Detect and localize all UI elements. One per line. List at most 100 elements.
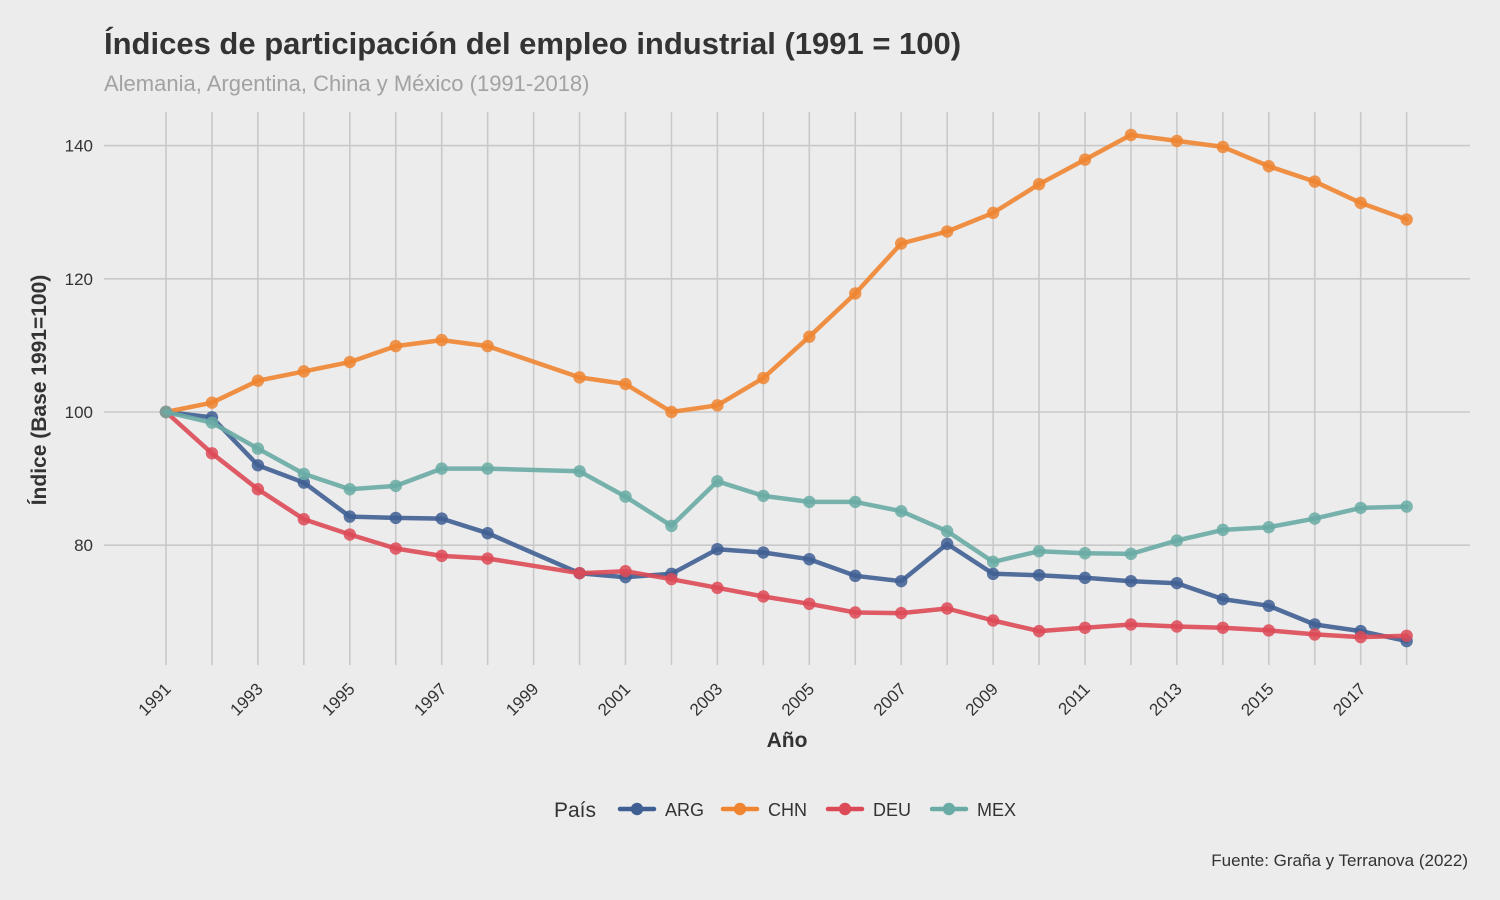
- data-point-mex: [1124, 547, 1138, 561]
- data-point-mex: [711, 475, 724, 488]
- data-point-mex: [1354, 501, 1367, 515]
- data-point-arg: [435, 512, 448, 525]
- data-point-deu: [435, 549, 448, 563]
- data-point-mex: [297, 467, 311, 481]
- data-point-chn: [1124, 128, 1138, 142]
- data-point-mex: [940, 525, 954, 538]
- legend-title: País: [554, 799, 596, 822]
- data-point-chn: [1400, 213, 1413, 226]
- series-line-chn: [163, 132, 1409, 415]
- data-point-mex: [251, 442, 265, 455]
- data-point-deu: [1354, 630, 1367, 644]
- x-axis-title: Año: [767, 729, 808, 752]
- data-point-arg: [895, 574, 908, 588]
- data-point-chn: [251, 374, 265, 387]
- x-tick-label: 1997: [410, 679, 450, 719]
- x-tick-label: 1991: [135, 679, 175, 719]
- data-point-mex: [1078, 546, 1092, 560]
- data-point-chn: [986, 206, 1000, 220]
- chart-caption: Fuente: Graña y Terranova (2022): [1211, 851, 1468, 870]
- data-point-deu: [711, 581, 724, 595]
- y-tick-label: 100: [65, 403, 93, 422]
- data-point-mex: [435, 462, 448, 475]
- data-point-chn: [1078, 153, 1092, 166]
- data-point-mex: [665, 519, 678, 533]
- y-axis-title: Índice (Base 1991=100): [28, 275, 51, 506]
- data-point-deu: [297, 513, 311, 526]
- data-point-arg: [389, 511, 402, 525]
- y-tick-label: 120: [65, 270, 93, 289]
- series-deu: [159, 405, 1413, 644]
- data-point-arg: [1262, 599, 1276, 613]
- data-point-arg: [849, 569, 862, 583]
- data-point-chn: [297, 365, 311, 378]
- data-point-mex: [757, 489, 770, 503]
- data-point-deu: [619, 564, 632, 578]
- x-axis-ticks: 1991 1993 1995 1997 1999 2001 2003 2005 2007 2009…: [135, 679, 1370, 719]
- data-point-chn: [803, 330, 816, 343]
- legend-label: ARG: [665, 800, 704, 820]
- data-point-mex: [481, 462, 494, 475]
- data-point-deu: [940, 602, 954, 615]
- legend-key-point: [942, 802, 956, 816]
- legend-label: CHN: [768, 800, 807, 820]
- series-mex: [159, 405, 1413, 569]
- data-point-arg: [251, 459, 265, 472]
- data-point-deu: [986, 614, 1000, 627]
- x-tick-label: 2005: [778, 679, 818, 719]
- data-point-arg: [711, 542, 724, 556]
- data-point-chn: [665, 405, 678, 419]
- x-tick-label: 2013: [1146, 679, 1186, 719]
- data-point-mex: [159, 405, 173, 419]
- data-point-deu: [849, 606, 862, 619]
- data-point-chn: [435, 333, 448, 347]
- data-point-chn: [895, 237, 908, 250]
- data-point-mex: [1032, 544, 1046, 558]
- data-point-chn: [573, 371, 586, 384]
- data-point-chn: [1032, 178, 1046, 191]
- data-point-arg: [343, 510, 356, 523]
- x-tick-label: 2003: [686, 679, 726, 719]
- data-point-mex: [619, 490, 632, 503]
- legend-item-mex: MEX: [929, 800, 1016, 820]
- x-tick-label: 2017: [1329, 679, 1369, 719]
- data-point-deu: [481, 552, 494, 565]
- data-point-arg: [1078, 571, 1092, 585]
- x-tick-label: 2011: [1055, 679, 1094, 718]
- data-point-chn: [389, 339, 402, 353]
- data-point-deu: [573, 566, 586, 580]
- data-point-mex: [389, 479, 402, 493]
- x-tick-label: 2009: [962, 679, 1002, 719]
- data-point-mex: [849, 495, 862, 509]
- series-group: [159, 128, 1413, 648]
- data-point-chn: [711, 399, 724, 412]
- legend-key-point: [630, 802, 644, 816]
- data-point-chn: [1308, 175, 1321, 188]
- data-point-arg: [481, 527, 494, 540]
- data-point-mex: [803, 495, 816, 509]
- data-point-arg: [1308, 618, 1321, 631]
- legend-label: MEX: [977, 800, 1016, 820]
- data-point-deu: [1078, 621, 1092, 634]
- data-point-chn: [849, 287, 862, 300]
- data-point-arg: [1032, 568, 1046, 582]
- data-point-mex: [1170, 534, 1184, 547]
- data-point-chn: [1262, 160, 1276, 173]
- data-point-deu: [803, 597, 816, 611]
- data-point-deu: [1308, 628, 1321, 641]
- x-tick-label: 1993: [227, 679, 267, 719]
- data-point-chn: [619, 377, 632, 391]
- data-point-arg: [986, 567, 1000, 581]
- data-point-mex: [1262, 521, 1276, 534]
- data-point-mex: [573, 465, 586, 478]
- data-point-mex: [895, 505, 908, 518]
- legend-item-deu: DEU: [825, 800, 911, 820]
- y-tick-label: 80: [74, 536, 93, 555]
- data-point-mex: [205, 416, 219, 429]
- data-point-mex: [1400, 500, 1413, 513]
- data-point-deu: [665, 572, 678, 586]
- data-point-deu: [1032, 624, 1046, 638]
- data-point-mex: [1308, 512, 1321, 525]
